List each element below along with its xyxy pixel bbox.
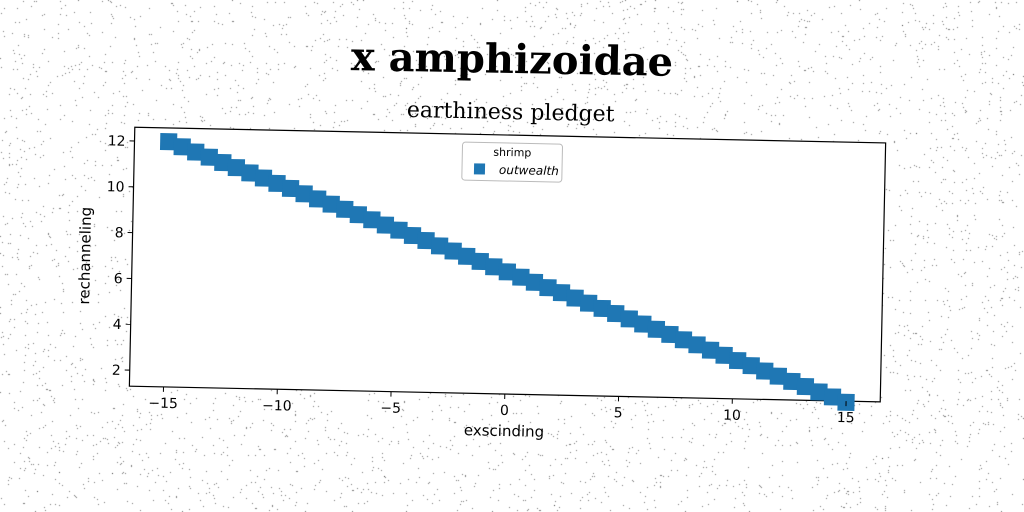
- scatter-point: [728, 351, 747, 370]
- x-tick-label: 0: [500, 403, 509, 419]
- scatter-point: [552, 284, 571, 302]
- scatter-point: [458, 247, 476, 266]
- scatter-point: [376, 216, 395, 234]
- legend-title: shrimp: [493, 146, 531, 160]
- y-tick-label: 10: [107, 179, 125, 195]
- chart-title: earthiness pledget: [407, 98, 615, 127]
- scatter-point: [525, 273, 544, 291]
- x-axis: −15 −10 −5 0 5 10 15: [148, 386, 855, 426]
- x-tick-label: 5: [614, 405, 623, 421]
- y-tick-label: 8: [114, 225, 123, 241]
- scatter-point: [187, 143, 205, 161]
- scatter-point: [607, 304, 625, 323]
- y-tick-label: 2: [112, 363, 121, 379]
- scatter-point: [701, 341, 720, 359]
- scatter-point: [309, 190, 327, 208]
- legend-entry-label: outwealth: [499, 163, 559, 178]
- scatter-point: [796, 377, 815, 396]
- y-axis: 2 4 6 8 10 12: [107, 133, 135, 379]
- x-tick-label: −15: [148, 396, 178, 413]
- scatter-point: [539, 278, 557, 297]
- x-tick-label: 10: [723, 408, 741, 424]
- scatter-point: [281, 179, 300, 198]
- scatter-point: [173, 138, 191, 156]
- scatter-point: [715, 346, 733, 364]
- legend-swatch-square: [473, 163, 486, 175]
- x-tick-label: −5: [380, 400, 401, 416]
- scatter-point: [322, 195, 340, 213]
- scatter-point: [498, 263, 517, 281]
- scatter-point: [227, 158, 246, 177]
- scatter-point: [674, 331, 693, 349]
- scatter-point: [363, 211, 381, 229]
- scatter-point: [390, 221, 408, 239]
- scatter-point: [823, 388, 842, 406]
- scatter-point: [268, 174, 286, 193]
- x-tick-label: 15: [837, 410, 855, 426]
- legend: shrimp outwealth: [461, 141, 563, 183]
- scatter-point: [593, 299, 611, 318]
- scatter-point: [241, 164, 259, 182]
- scatter-point: [159, 133, 178, 151]
- scatter-point: [756, 362, 774, 380]
- legend-box: [461, 141, 563, 183]
- scatter-point: [254, 169, 273, 187]
- scatter-point: [579, 294, 598, 312]
- scatter-point: [471, 252, 489, 271]
- y-axis-label: rechanneling: [75, 207, 95, 305]
- scatter-point: [295, 185, 313, 203]
- x-tick-label: −10: [262, 398, 292, 415]
- scatter-point: [417, 231, 435, 250]
- y-tick-label: 12: [108, 133, 126, 149]
- scatter-point: [647, 320, 666, 339]
- scatter-point: [200, 148, 218, 166]
- scatter-point: [430, 237, 449, 255]
- scatter-point: [688, 336, 706, 354]
- scatter-point: [512, 268, 530, 286]
- scatter-point: [634, 315, 652, 333]
- scatter-point: [349, 205, 367, 224]
- scatter-point: [485, 258, 503, 276]
- scatter-marks: [159, 133, 855, 411]
- y-tick-label: 4: [113, 317, 122, 333]
- scatter-point: [661, 325, 679, 344]
- scatter-point: [444, 242, 462, 260]
- scatter-point: [214, 153, 232, 172]
- scatter-point: [783, 372, 801, 391]
- scatter-point: [566, 289, 584, 307]
- y-tick-label: 6: [114, 271, 123, 287]
- scatter-point: [769, 367, 787, 385]
- scatter-point: [810, 383, 828, 401]
- scatter-point: [336, 200, 354, 219]
- scatter-point: [403, 226, 422, 245]
- scatter-point: [620, 310, 638, 328]
- x-axis-label: exscinding: [464, 421, 545, 441]
- scatter-point: [742, 357, 760, 375]
